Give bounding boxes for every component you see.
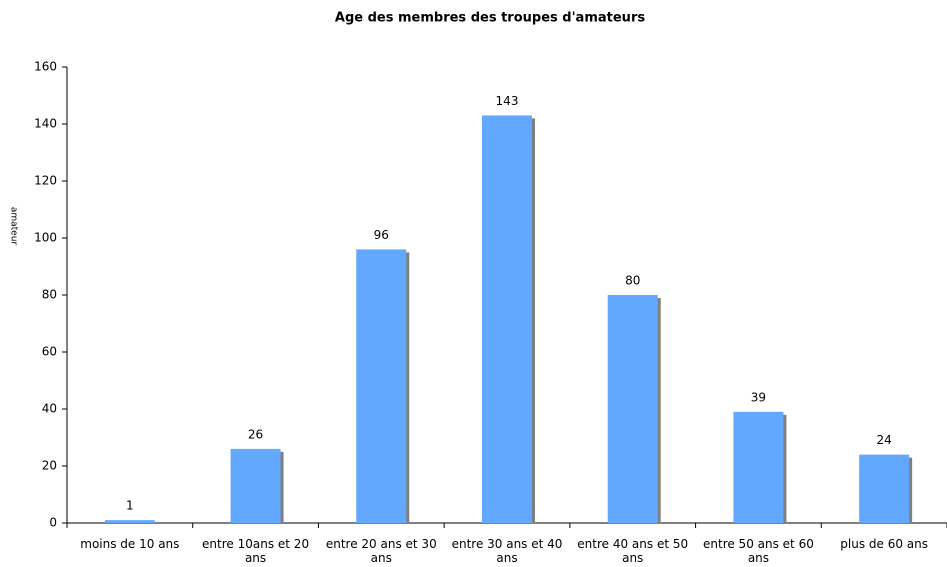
bar xyxy=(607,295,658,523)
data-label: 1 xyxy=(126,499,134,513)
bar xyxy=(482,115,532,523)
y-tick-label: 0 xyxy=(49,516,57,530)
y-tick-label: 20 xyxy=(42,459,57,473)
x-tick-label: entre 10ans et 20 ans xyxy=(202,537,310,565)
bar xyxy=(230,448,281,523)
bar xyxy=(733,411,784,523)
data-label: 26 xyxy=(248,427,263,441)
y-tick-label: 160 xyxy=(34,60,57,74)
x-tick-label: moins de 10 ans xyxy=(80,537,180,551)
data-label: 96 xyxy=(374,228,389,242)
x-tick-label: entre 50 ans et 60 ans xyxy=(703,537,814,565)
y-tick-label: 60 xyxy=(42,345,57,359)
bar xyxy=(104,520,155,523)
y-tick-label: 120 xyxy=(34,174,57,188)
chart-title: Age des membres des troupes d'amateurs xyxy=(335,11,645,26)
x-tick-label: entre 40 ans et 50 ans xyxy=(577,537,689,565)
y-tick-label: 140 xyxy=(34,117,57,131)
x-tick-label: plus de 60 ans xyxy=(840,537,928,551)
data-label: 80 xyxy=(625,274,640,288)
y-tick-label: 80 xyxy=(42,288,57,302)
data-label: 24 xyxy=(877,433,892,447)
bar xyxy=(356,249,407,523)
data-label: 143 xyxy=(496,94,519,108)
bar xyxy=(859,454,910,523)
x-tick-label: entre 30 ans et 40 ans xyxy=(451,537,563,565)
y-tick-label: 100 xyxy=(34,231,57,245)
y-tick-label: 40 xyxy=(42,402,57,416)
y-axis-label: amateur xyxy=(9,207,19,246)
data-label: 39 xyxy=(751,390,766,404)
x-tick-label: entre 20 ans et 30 ans xyxy=(325,537,437,565)
